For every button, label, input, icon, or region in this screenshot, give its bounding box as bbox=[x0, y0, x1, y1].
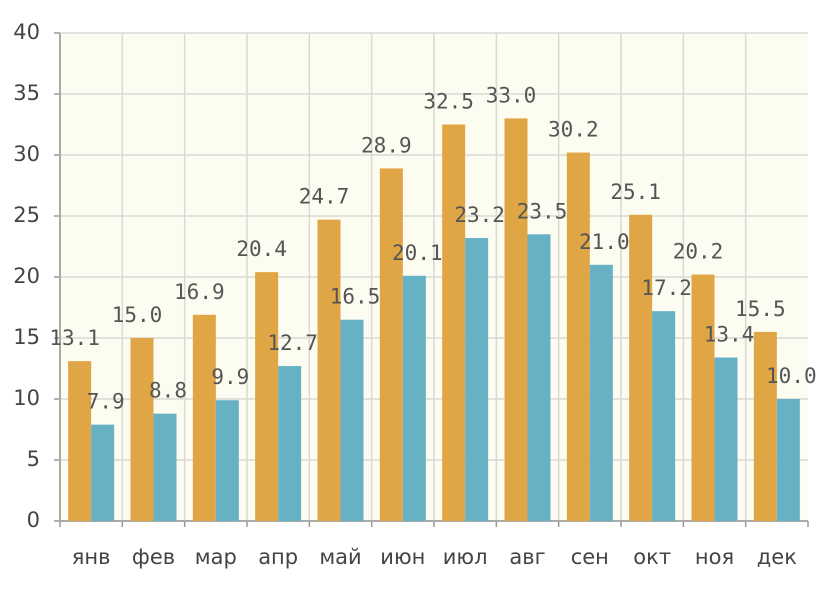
bar bbox=[68, 361, 92, 521]
value-label: 7.9 bbox=[87, 390, 125, 414]
value-label: 8.8 bbox=[149, 379, 187, 403]
value-label: 15.5 bbox=[735, 297, 786, 321]
y-tick-label: 5 bbox=[27, 447, 40, 471]
bar bbox=[691, 274, 715, 521]
bar bbox=[776, 399, 800, 521]
value-label: 23.2 bbox=[454, 203, 505, 227]
bar bbox=[215, 400, 239, 521]
value-label: 20.2 bbox=[673, 240, 724, 264]
bar bbox=[753, 331, 777, 521]
x-tick-label: фев bbox=[132, 545, 175, 569]
value-label: 13.4 bbox=[704, 323, 755, 347]
value-label: 21.0 bbox=[579, 230, 630, 254]
value-label: 24.7 bbox=[299, 185, 350, 209]
bar bbox=[629, 214, 653, 521]
value-label: 23.5 bbox=[517, 199, 568, 223]
bar bbox=[589, 264, 613, 521]
value-label: 16.9 bbox=[174, 280, 225, 304]
value-label: 13.1 bbox=[49, 326, 100, 350]
y-tick-label: 30 bbox=[13, 142, 40, 166]
x-tick-label: ноя bbox=[695, 545, 734, 569]
value-label: 33.0 bbox=[486, 83, 537, 107]
y-tick-label: 40 bbox=[13, 20, 40, 44]
bar bbox=[527, 234, 551, 522]
x-tick-label: мар bbox=[195, 545, 237, 569]
bar bbox=[714, 357, 738, 521]
y-tick-label: 0 bbox=[27, 508, 40, 532]
value-label: 32.5 bbox=[423, 90, 474, 114]
bar bbox=[192, 314, 216, 521]
value-label: 17.2 bbox=[641, 276, 692, 300]
bar bbox=[442, 124, 466, 521]
value-label: 20.4 bbox=[236, 237, 287, 261]
bar bbox=[340, 319, 364, 521]
x-tick-label: окт bbox=[633, 545, 671, 569]
y-tick-label: 15 bbox=[13, 325, 40, 349]
x-tick-label: июн bbox=[380, 545, 425, 569]
bar bbox=[504, 118, 528, 522]
bar bbox=[130, 338, 154, 521]
value-label: 12.7 bbox=[267, 331, 318, 355]
x-tick-label: сен bbox=[571, 545, 609, 569]
value-label: 25.1 bbox=[610, 180, 661, 204]
y-tick-label: 10 bbox=[13, 386, 40, 410]
bar bbox=[278, 366, 302, 521]
bar bbox=[652, 311, 676, 521]
bar bbox=[153, 413, 177, 521]
bar bbox=[255, 272, 279, 521]
x-tick-label: янв bbox=[72, 545, 111, 569]
x-tick-label: дек bbox=[757, 545, 797, 569]
value-label: 30.2 bbox=[548, 118, 599, 142]
value-label: 20.1 bbox=[392, 241, 443, 265]
value-label: 9.9 bbox=[211, 365, 249, 389]
bar bbox=[566, 152, 590, 521]
value-label: 15.0 bbox=[112, 303, 163, 327]
x-tick-label: апр bbox=[258, 545, 298, 569]
bar bbox=[91, 424, 115, 521]
bar bbox=[465, 237, 489, 521]
value-label: 28.9 bbox=[361, 133, 412, 157]
value-label: 10.0 bbox=[766, 364, 817, 388]
bar bbox=[402, 275, 426, 521]
y-tick-label: 25 bbox=[13, 203, 40, 227]
value-label: 16.5 bbox=[330, 285, 381, 309]
y-tick-label: 20 bbox=[13, 264, 40, 288]
x-tick-label: авг bbox=[509, 545, 545, 569]
bar bbox=[379, 168, 403, 522]
y-tick-label: 35 bbox=[13, 81, 40, 105]
x-tick-label: май bbox=[319, 545, 361, 569]
bar bbox=[317, 219, 341, 521]
x-tick-label: июл bbox=[443, 545, 488, 569]
